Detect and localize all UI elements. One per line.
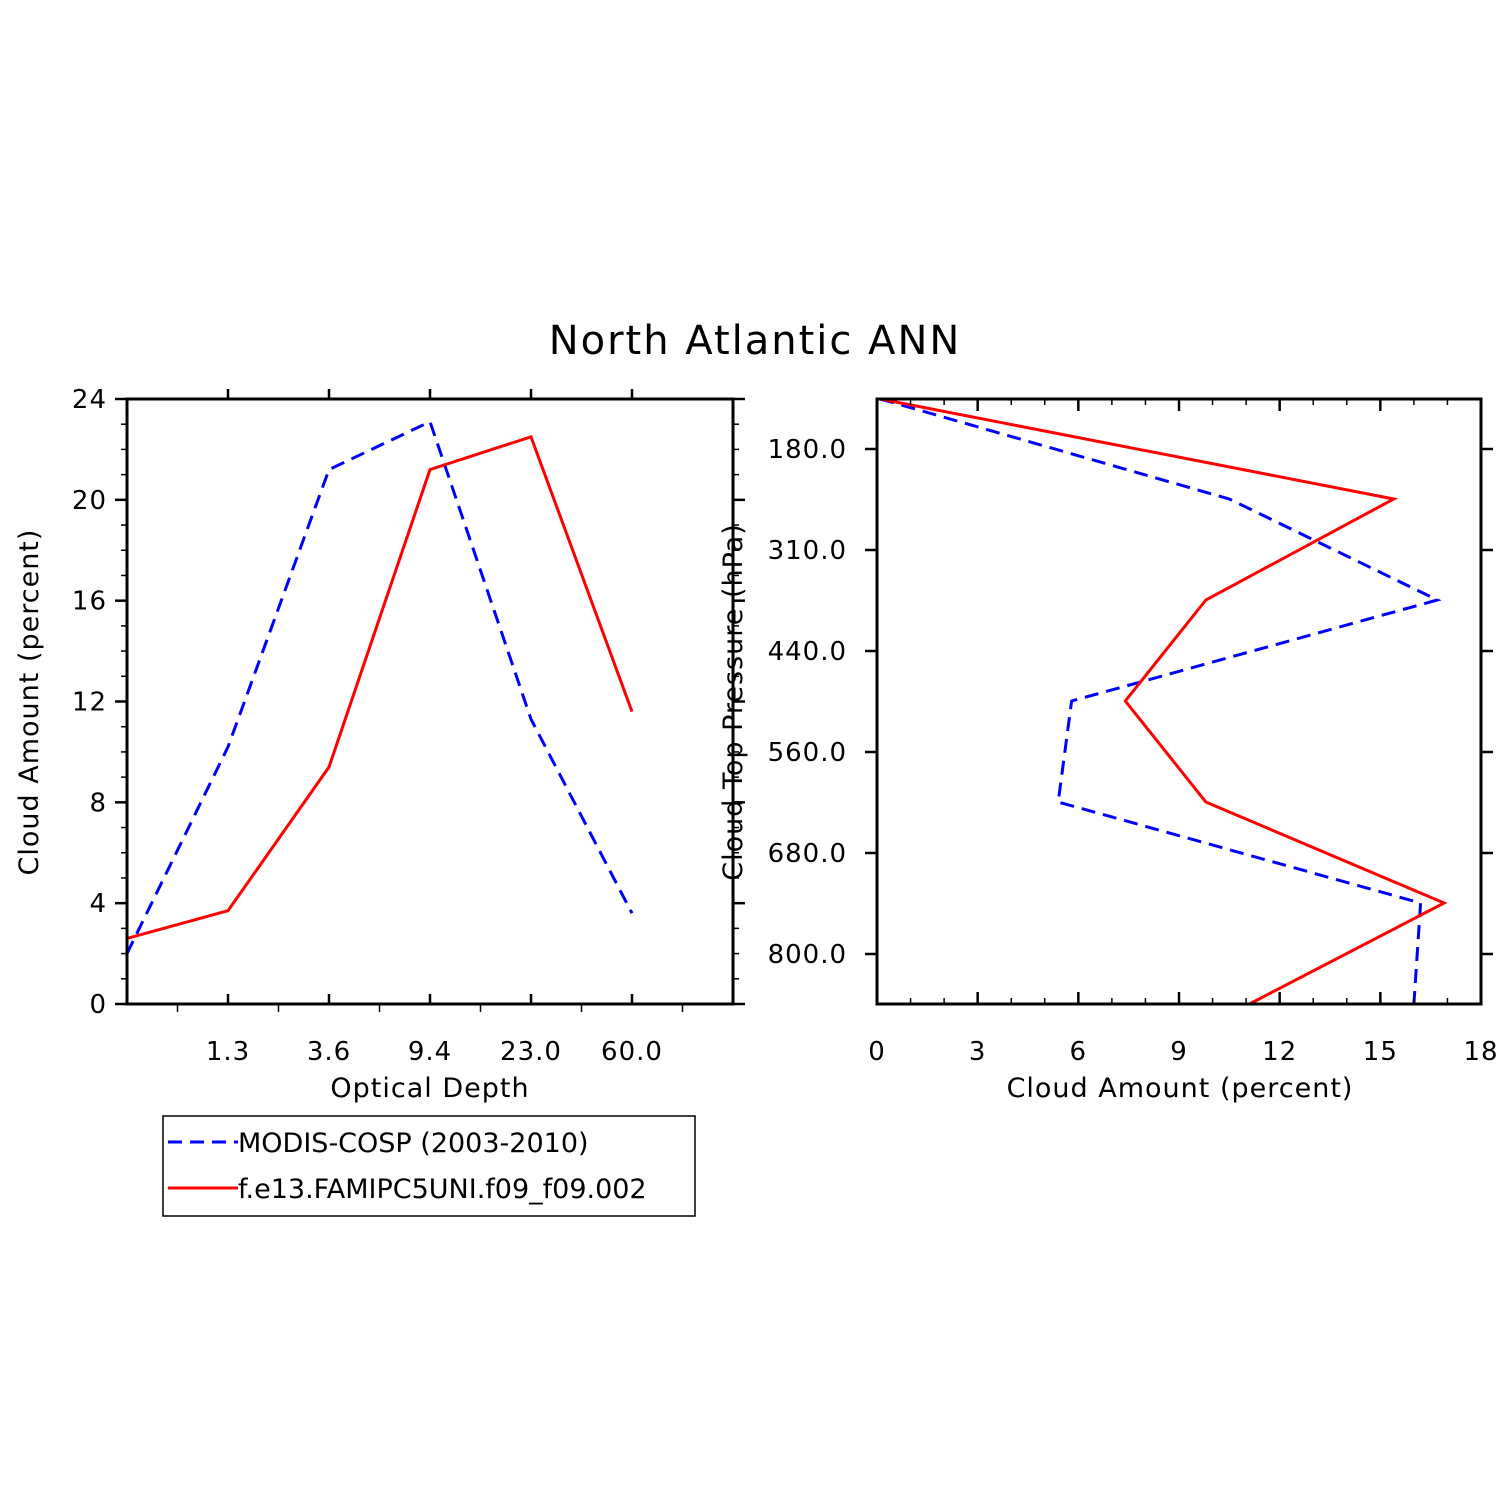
left-x-tick-label: 60.0 <box>601 1037 663 1067</box>
left-x-axis-label: Optical Depth <box>330 1073 529 1104</box>
right-x-tick-label: 12 <box>1262 1037 1297 1067</box>
left-axis-ticks: 1.3 3.6 9.4 23.0 60.0 0 4 8 12 16 20 24 <box>72 385 745 1067</box>
left-y-tick-label: 0 <box>89 990 107 1020</box>
right-x-axis-label: Cloud Amount (percent) <box>1007 1073 1354 1104</box>
right-x-tick-label: 18 <box>1463 1037 1498 1067</box>
legend: MODIS-COSP (2003-2010) f.e13.FAMIPC5UNI.… <box>162 1115 696 1217</box>
left-x-tick-label: 1.3 <box>206 1037 250 1067</box>
right-series-line-modis <box>879 397 1442 1005</box>
right-series-group <box>879 397 1448 1006</box>
left-panel-optical-depth: 1.3 3.6 9.4 23.0 60.0 0 4 8 12 16 20 24 Optical Dep… <box>14 385 745 1104</box>
right-panel-cloud-top-pressure: 0 3 6 9 12 15 18 180.0 310.0 440.0 560.0 680.0 800.0… <box>718 397 1498 1104</box>
left-y-tick-label: 20 <box>72 486 107 516</box>
left-series-group <box>125 419 634 955</box>
right-y-tick-label: 180.0 <box>768 435 847 465</box>
chart-title: North Atlantic ANN <box>549 318 962 364</box>
left-y-tick-label: 24 <box>72 385 107 415</box>
left-y-tick-label: 4 <box>89 889 107 919</box>
right-plot-frame <box>875 397 1483 1006</box>
right-y-tick-label: 560.0 <box>768 738 847 768</box>
left-y-axis-label: Cloud Amount (percent) <box>14 529 45 876</box>
right-y-tick-label: 440.0 <box>768 637 847 667</box>
left-x-tick-label: 23.0 <box>500 1037 562 1067</box>
left-plot-frame <box>125 397 735 1006</box>
right-x-tick-label: 0 <box>868 1037 886 1067</box>
right-x-tick-label: 9 <box>1170 1037 1188 1067</box>
left-y-tick-label: 8 <box>89 788 107 818</box>
right-y-tick-label: 310.0 <box>768 536 847 566</box>
left-y-tick-label: 16 <box>72 587 107 617</box>
left-y-tick-label: 12 <box>72 688 107 718</box>
right-series-line-model <box>880 397 1448 1006</box>
left-series-line-model <box>126 434 634 940</box>
left-x-tick-label: 3.6 <box>307 1037 351 1067</box>
legend-label-model: f.e13.FAMIPC5UNI.f09_f09.002 <box>238 1174 647 1205</box>
right-x-tick-label: 6 <box>1070 1037 1088 1067</box>
left-x-tick-label: 9.4 <box>408 1037 452 1067</box>
left-series-line-modis <box>125 419 634 955</box>
right-x-tick-label: 3 <box>969 1037 987 1067</box>
right-y-axis-label: Cloud Top Pressure (hPa) <box>718 523 749 881</box>
legend-label-modis: MODIS-COSP (2003-2010) <box>238 1128 589 1159</box>
right-axis-ticks: 0 3 6 9 12 15 18 180.0 310.0 440.0 560.0 680.0 800.0 <box>768 399 1498 1067</box>
right-y-tick-label: 800.0 <box>768 940 847 970</box>
right-x-tick-label: 15 <box>1363 1037 1398 1067</box>
legend-box <box>162 1115 696 1217</box>
right-y-tick-label: 680.0 <box>768 839 847 869</box>
